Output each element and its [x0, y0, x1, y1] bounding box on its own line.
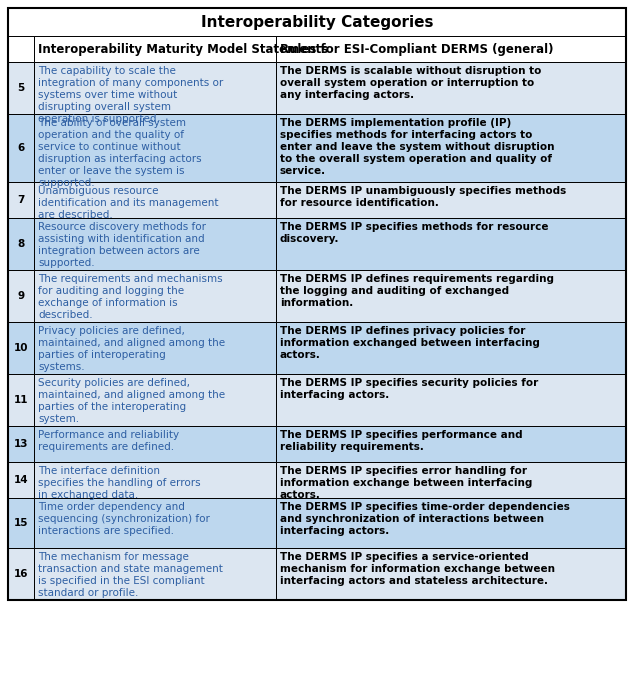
Text: The DERMS IP unambiguously specifies methods
for resource identification.: The DERMS IP unambiguously specifies met… [280, 186, 566, 208]
Text: 7: 7 [17, 195, 25, 205]
Bar [8, 498, 34, 548]
Bar [34, 218, 276, 270]
Bar [8, 8, 626, 36]
Text: 6: 6 [17, 143, 25, 153]
Bar [34, 62, 276, 114]
Text: Interoperability Maturity Model Statements: Interoperability Maturity Model Statemen… [38, 42, 328, 55]
Text: 9: 9 [18, 291, 25, 301]
Bar [276, 322, 626, 374]
Bar [8, 548, 34, 600]
Text: The DERMS IP specifies security policies for
interfacing actors.: The DERMS IP specifies security policies… [280, 378, 538, 400]
Text: 16: 16 [14, 569, 29, 579]
Text: The ability of overall system
operation and the quality of
service to continue w: The ability of overall system operation … [38, 118, 202, 188]
Text: Security policies are defined,
maintained, and aligned among the
parties of the : Security policies are defined, maintaine… [38, 378, 225, 424]
Bar [34, 426, 276, 462]
Bar [34, 498, 276, 548]
Bar [276, 374, 626, 426]
Text: Performance and reliability
requirements are defined.: Performance and reliability requirements… [38, 430, 179, 452]
Text: The interface definition
specifies the handling of errors
in exchanged data.: The interface definition specifies the h… [38, 466, 200, 500]
Bar [34, 36, 276, 62]
Bar [8, 182, 34, 218]
Text: Privacy policies are defined,
maintained, and aligned among the
parties of inter: Privacy policies are defined, maintained… [38, 326, 225, 372]
Bar [8, 462, 34, 498]
Bar [276, 182, 626, 218]
Bar [34, 270, 276, 322]
Bar [276, 462, 626, 498]
Text: Time order dependency and
sequencing (synchronization) for
interactions are spec: Time order dependency and sequencing (sy… [38, 502, 210, 536]
Bar [8, 426, 34, 462]
Text: 5: 5 [17, 83, 25, 93]
Bar [34, 114, 276, 182]
Text: Resource discovery methods for
assisting with identification and
integration bet: Resource discovery methods for assisting… [38, 222, 206, 268]
Bar [34, 322, 276, 374]
Bar [8, 374, 34, 426]
Bar [8, 8, 626, 600]
Bar [8, 114, 34, 182]
Text: The mechanism for message
transaction and state management
is specified in the E: The mechanism for message transaction an… [38, 552, 223, 598]
Bar [276, 114, 626, 182]
Bar [276, 426, 626, 462]
Text: The DERMS IP specifies performance and
reliability requirements.: The DERMS IP specifies performance and r… [280, 430, 522, 452]
Text: The DERMS IP specifies methods for resource
discovery.: The DERMS IP specifies methods for resou… [280, 222, 548, 244]
Bar [34, 462, 276, 498]
Text: The capability to scale the
integration of many components or
systems over time : The capability to scale the integration … [38, 66, 223, 124]
Bar [276, 36, 626, 62]
Text: 8: 8 [17, 239, 25, 249]
Bar [34, 182, 276, 218]
Bar [8, 36, 34, 62]
Text: 14: 14 [14, 475, 29, 485]
Text: The DERMS is scalable without disruption to
overall system operation or interrup: The DERMS is scalable without disruption… [280, 66, 541, 100]
Text: The DERMS implementation profile (IP)
specifies methods for interfacing actors t: The DERMS implementation profile (IP) sp… [280, 118, 555, 176]
Text: 10: 10 [14, 343, 29, 353]
Bar [276, 218, 626, 270]
Text: The requirements and mechanisms
for auditing and logging the
exchange of informa: The requirements and mechanisms for audi… [38, 274, 223, 320]
Text: The DERMS IP defines requirements regarding
the logging and auditing of exchange: The DERMS IP defines requirements regard… [280, 274, 554, 308]
Text: The DERMS IP specifies time-order dependencies
and synchronization of interactio: The DERMS IP specifies time-order depend… [280, 502, 570, 536]
Bar [276, 498, 626, 548]
Bar [34, 374, 276, 426]
Bar [276, 62, 626, 114]
Bar [276, 548, 626, 600]
Text: 11: 11 [14, 395, 29, 405]
Text: Unambiguous resource
identification and its management
are described.: Unambiguous resource identification and … [38, 186, 219, 220]
Bar [34, 548, 276, 600]
Text: 15: 15 [14, 518, 29, 528]
Text: Interoperability Categories: Interoperability Categories [201, 15, 433, 30]
Text: Rules for ESI-Compliant DERMS (general): Rules for ESI-Compliant DERMS (general) [280, 42, 553, 55]
Bar [8, 218, 34, 270]
Bar [276, 270, 626, 322]
Bar [8, 322, 34, 374]
Bar [8, 270, 34, 322]
Text: The DERMS IP specifies error handling for
information exchange between interfaci: The DERMS IP specifies error handling fo… [280, 466, 533, 500]
Text: The DERMS IP defines privacy policies for
information exchanged between interfac: The DERMS IP defines privacy policies fo… [280, 326, 540, 360]
Bar [8, 62, 34, 114]
Text: The DERMS IP specifies a service-oriented
mechanism for information exchange bet: The DERMS IP specifies a service-oriente… [280, 552, 555, 586]
Text: 13: 13 [14, 439, 29, 449]
